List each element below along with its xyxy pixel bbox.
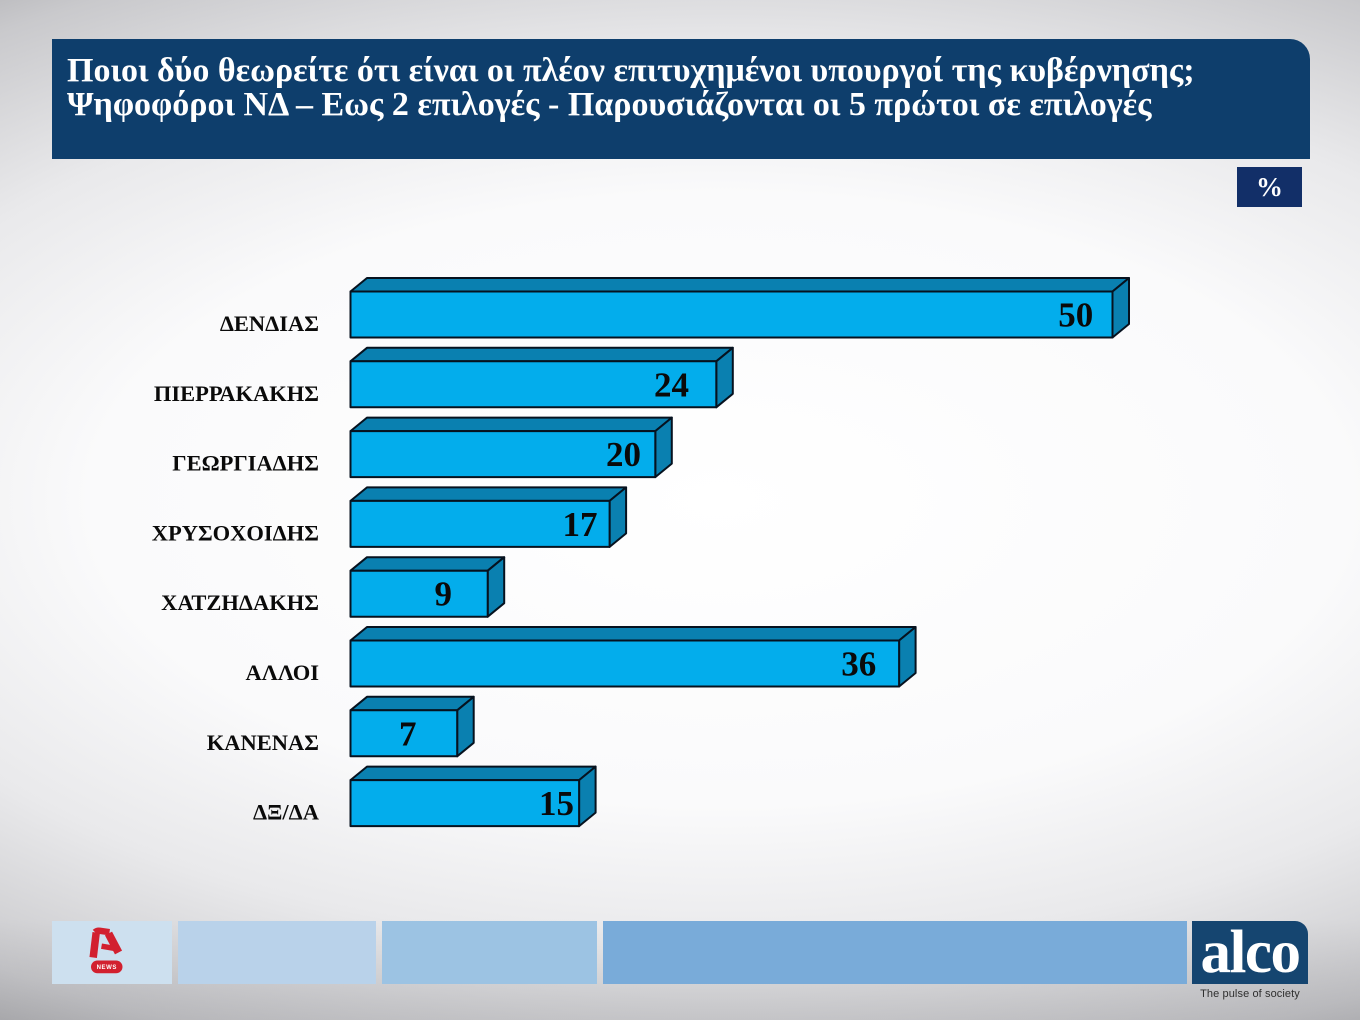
svg-text:36: 36 <box>841 645 876 684</box>
svg-text:50: 50 <box>1058 296 1093 335</box>
svg-text:15: 15 <box>539 784 574 823</box>
svg-text:ΓΕΩΡΓΙΑΔΗΣ: ΓΕΩΡΓΙΑΔΗΣ <box>172 451 319 476</box>
svg-text:ΠΙΕΡΡΑΚΑΚΗΣ: ΠΙΕΡΡΑΚΑΚΗΣ <box>154 381 319 406</box>
svg-text:ΔΕΝΔΙΑΣ: ΔΕΝΔΙΑΣ <box>220 311 319 336</box>
svg-text:ΧΡΥΣΟΧΟΙΔΗΣ: ΧΡΥΣΟΧΟΙΔΗΣ <box>152 520 319 545</box>
svg-text:ΔΞ/ΔΑ: ΔΞ/ΔΑ <box>253 800 320 825</box>
svg-text:24: 24 <box>654 365 689 404</box>
svg-text:20: 20 <box>606 435 641 474</box>
svg-text:NEWS: NEWS <box>97 965 117 971</box>
svg-text:17: 17 <box>563 505 598 544</box>
svg-text:ΧΑΤΖΗΔΑΚΗΣ: ΧΑΤΖΗΔΑΚΗΣ <box>161 590 319 615</box>
svg-text:ΑΛΛΟΙ: ΑΛΛΟΙ <box>246 660 319 685</box>
svg-text:7: 7 <box>399 714 417 753</box>
svg-text:9: 9 <box>435 575 453 614</box>
svg-text:ΚΑΝΕΝΑΣ: ΚΑΝΕΝΑΣ <box>207 730 319 755</box>
